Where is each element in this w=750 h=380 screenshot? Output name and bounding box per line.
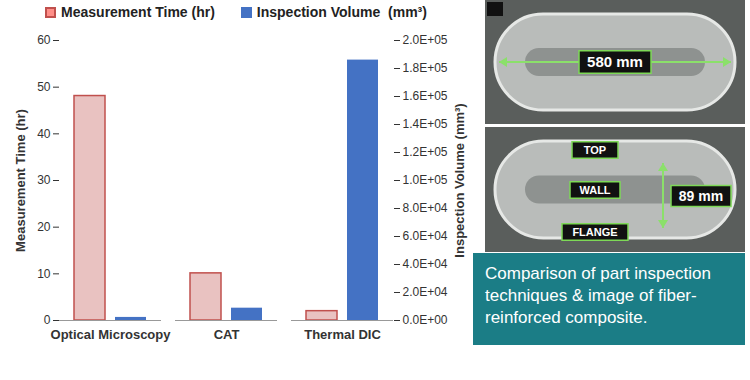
- svg-text:TOP: TOP: [584, 144, 606, 156]
- svg-text:1.4E+05: 1.4E+05: [403, 117, 448, 131]
- svg-text:0: 0: [44, 313, 51, 327]
- svg-text:1.6E+05: 1.6E+05: [403, 89, 448, 103]
- svg-text:40: 40: [37, 127, 51, 141]
- svg-text:1.0E+05: 1.0E+05: [403, 173, 448, 187]
- svg-text:580 mm: 580 mm: [587, 53, 643, 70]
- svg-text:0.0E+00: 0.0E+00: [403, 313, 448, 327]
- svg-text:2.0E+05: 2.0E+05: [403, 33, 448, 47]
- html-text:Measurement Time (hr): Measurement Time (hr): [61, 4, 215, 20]
- svg-text:2.0E+04: 2.0E+04: [403, 285, 448, 299]
- svg-text:1.2E+05: 1.2E+05: [403, 145, 448, 159]
- svg-text:1.8E+05: 1.8E+05: [403, 61, 448, 75]
- svg-text:50: 50: [37, 80, 51, 94]
- html-text:Inspection Volume (mm³): Inspection Volume (mm³): [256, 4, 427, 20]
- svg-text:Optical Microscopy: Optical Microscopy: [51, 327, 172, 342]
- svg-text:WALL: WALL: [579, 184, 610, 196]
- svg-text:30: 30: [37, 173, 51, 187]
- svg-text:10: 10: [37, 267, 51, 281]
- svg-text:Thermal DIC: Thermal DIC: [304, 327, 381, 342]
- svg-text:20: 20: [37, 220, 51, 234]
- svg-text:8.0E+04: 8.0E+04: [403, 201, 448, 215]
- svg-text:Measurement Time (hr): Measurement Time (hr): [13, 109, 28, 252]
- svg-text:Inspection Volume (mm³): Inspection Volume (mm³): [452, 103, 467, 257]
- svg-text:60: 60: [37, 33, 51, 47]
- svg-text:4.0E+04: 4.0E+04: [403, 257, 448, 271]
- html-text:Comparison of part inspection: Comparison of part inspection techniques…: [485, 264, 711, 327]
- svg-text:6.0E+04: 6.0E+04: [403, 229, 448, 243]
- svg-text:FLANGE: FLANGE: [572, 226, 617, 238]
- svg-text:CAT: CAT: [214, 327, 240, 342]
- svg-text:89 mm: 89 mm: [679, 188, 723, 204]
